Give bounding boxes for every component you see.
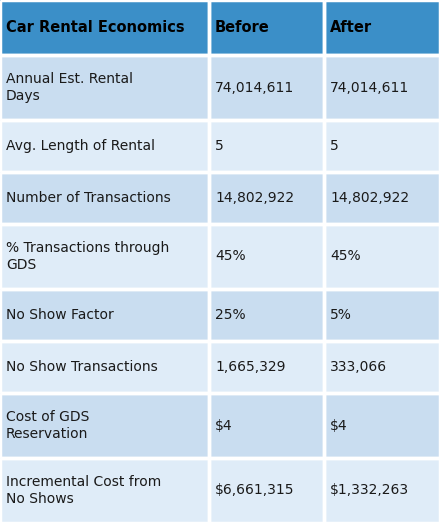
Bar xyxy=(0,120,209,172)
Text: 5%: 5% xyxy=(330,308,352,322)
Text: Before: Before xyxy=(215,20,270,35)
Text: 45%: 45% xyxy=(215,249,246,264)
Bar xyxy=(209,341,324,393)
Bar xyxy=(209,172,324,224)
Text: 14,802,922: 14,802,922 xyxy=(330,191,409,205)
Bar xyxy=(324,0,440,55)
Bar xyxy=(324,55,440,120)
Bar xyxy=(209,55,324,120)
Text: 333,066: 333,066 xyxy=(330,360,387,374)
Text: Car Rental Economics: Car Rental Economics xyxy=(6,20,185,35)
Bar xyxy=(0,393,209,458)
Text: After: After xyxy=(330,20,372,35)
Bar xyxy=(324,172,440,224)
Bar xyxy=(0,55,209,120)
Bar xyxy=(0,341,209,393)
Text: $4: $4 xyxy=(330,418,348,433)
Bar xyxy=(209,393,324,458)
Text: 5: 5 xyxy=(330,139,339,153)
Bar xyxy=(324,224,440,289)
Text: Number of Transactions: Number of Transactions xyxy=(6,191,171,205)
Bar xyxy=(0,172,209,224)
Text: $4: $4 xyxy=(215,418,233,433)
Text: Avg. Length of Rental: Avg. Length of Rental xyxy=(6,139,155,153)
Bar xyxy=(324,289,440,341)
Bar xyxy=(324,393,440,458)
Bar xyxy=(209,0,324,55)
Text: 74,014,611: 74,014,611 xyxy=(215,81,294,95)
Bar xyxy=(324,120,440,172)
Bar xyxy=(0,289,209,341)
Text: 25%: 25% xyxy=(215,308,246,322)
Bar xyxy=(209,289,324,341)
Bar xyxy=(209,458,324,523)
Text: 74,014,611: 74,014,611 xyxy=(330,81,410,95)
Bar xyxy=(324,458,440,523)
Bar xyxy=(0,0,209,55)
Text: No Show Factor: No Show Factor xyxy=(6,308,114,322)
Text: Annual Est. Rental
Days: Annual Est. Rental Days xyxy=(6,72,133,103)
Text: % Transactions through
GDS: % Transactions through GDS xyxy=(6,242,169,271)
Text: $1,332,263: $1,332,263 xyxy=(330,483,409,497)
Text: 1,665,329: 1,665,329 xyxy=(215,360,286,374)
Bar xyxy=(209,120,324,172)
Text: 14,802,922: 14,802,922 xyxy=(215,191,294,205)
Text: Cost of GDS
Reservation: Cost of GDS Reservation xyxy=(6,411,89,440)
Text: Incremental Cost from
No Shows: Incremental Cost from No Shows xyxy=(6,475,161,506)
Bar xyxy=(0,224,209,289)
Bar xyxy=(324,341,440,393)
Text: 5: 5 xyxy=(215,139,224,153)
Text: 45%: 45% xyxy=(330,249,361,264)
Text: No Show Transactions: No Show Transactions xyxy=(6,360,158,374)
Bar xyxy=(209,224,324,289)
Bar xyxy=(0,458,209,523)
Text: $6,661,315: $6,661,315 xyxy=(215,483,294,497)
